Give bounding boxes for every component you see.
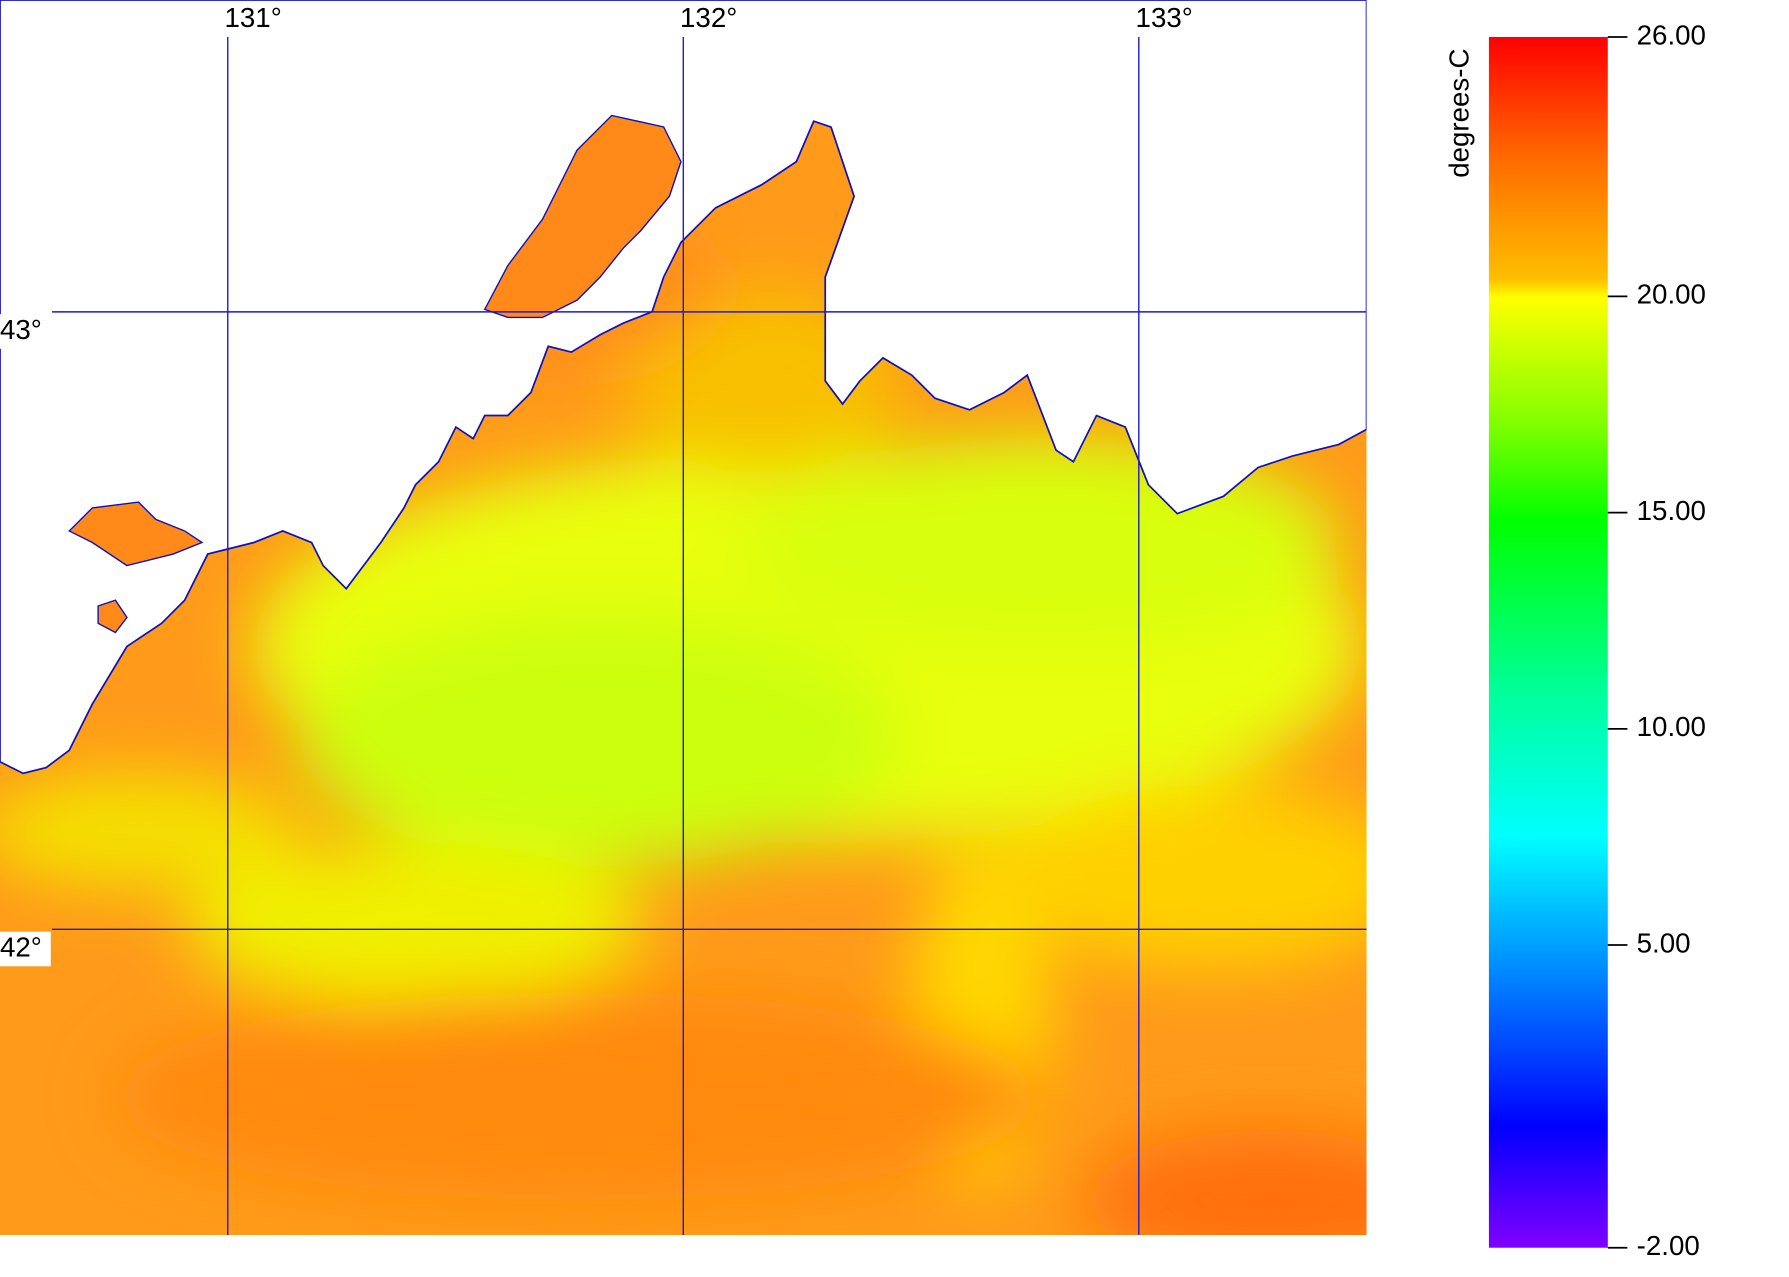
lon-label: 132° [680,2,737,33]
lon-label: 133° [1136,2,1193,33]
colorbar-tick-label: 5.00 [1637,927,1691,958]
colorbar-label: degrees-C [1444,49,1475,178]
island [68,501,204,567]
land [0,0,1367,775]
colorbar-tick-label: 15.00 [1637,495,1706,526]
lon-label: 131° [225,2,282,33]
lat-label: 42° [0,931,42,962]
lat-label-bg [0,931,51,967]
island [97,599,128,634]
lat-label-bg [0,314,51,349]
colorbar-tick-label: -2.00 [1637,1230,1700,1261]
sst-field [0,0,1367,1236]
colorbar-tick-label: 10.00 [1637,711,1706,742]
colorbar-tick-label: 26.00 [1637,19,1706,50]
colorbar-tick-label: 20.00 [1637,279,1706,310]
colorbar [1488,36,1608,1248]
lat-label: 43° [0,314,42,345]
